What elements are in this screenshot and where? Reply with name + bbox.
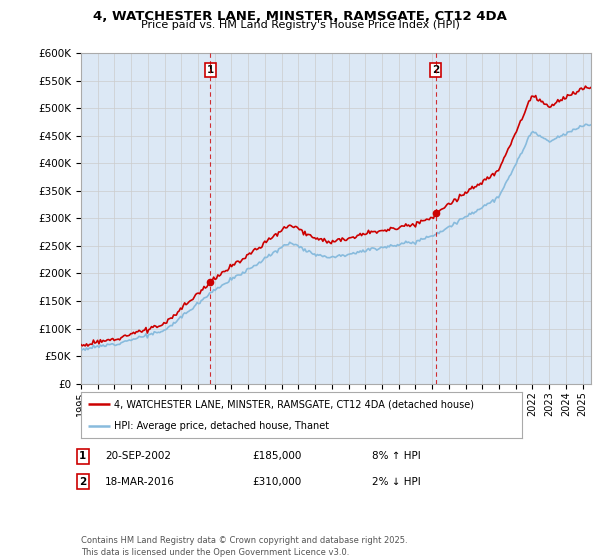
- Text: HPI: Average price, detached house, Thanet: HPI: Average price, detached house, Than…: [114, 421, 329, 431]
- Text: 4, WATCHESTER LANE, MINSTER, RAMSGATE, CT12 4DA (detached house): 4, WATCHESTER LANE, MINSTER, RAMSGATE, C…: [114, 399, 474, 409]
- Text: £310,000: £310,000: [252, 477, 301, 487]
- Text: 2: 2: [79, 477, 86, 487]
- Text: 2% ↓ HPI: 2% ↓ HPI: [372, 477, 421, 487]
- Text: Price paid vs. HM Land Registry's House Price Index (HPI): Price paid vs. HM Land Registry's House …: [140, 20, 460, 30]
- Text: 2: 2: [432, 65, 439, 74]
- Text: £185,000: £185,000: [252, 451, 301, 461]
- Text: 1: 1: [79, 451, 86, 461]
- Text: 8% ↑ HPI: 8% ↑ HPI: [372, 451, 421, 461]
- Text: 4, WATCHESTER LANE, MINSTER, RAMSGATE, CT12 4DA: 4, WATCHESTER LANE, MINSTER, RAMSGATE, C…: [93, 10, 507, 22]
- Text: 1: 1: [206, 65, 214, 74]
- Text: 20-SEP-2002: 20-SEP-2002: [105, 451, 171, 461]
- Text: Contains HM Land Registry data © Crown copyright and database right 2025.
This d: Contains HM Land Registry data © Crown c…: [81, 536, 407, 557]
- Text: 18-MAR-2016: 18-MAR-2016: [105, 477, 175, 487]
